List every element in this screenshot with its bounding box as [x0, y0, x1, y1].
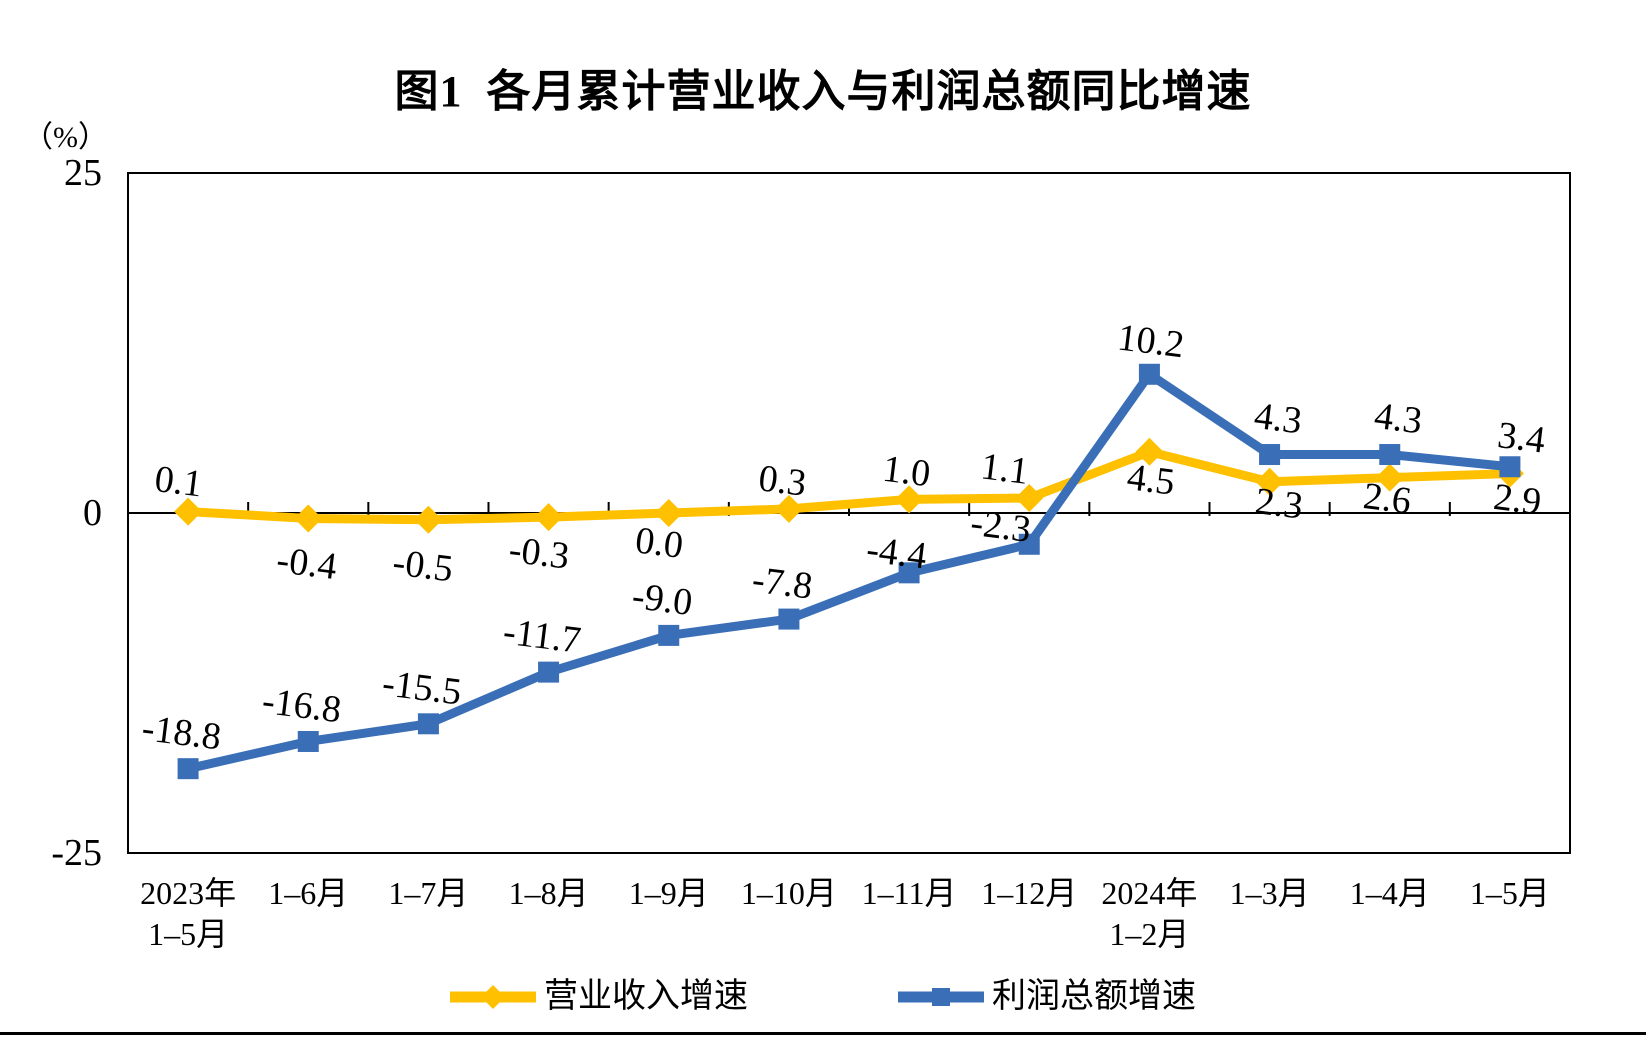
bottom-divider — [0, 1032, 1646, 1035]
square-marker — [177, 758, 199, 780]
data-label: -18.8 — [140, 707, 224, 758]
x-axis-label: 1–4月 — [1349, 875, 1430, 911]
x-axis-label: 1–10月 — [740, 875, 837, 911]
data-label: 0.0 — [633, 519, 685, 566]
data-label: -2.3 — [968, 502, 1033, 551]
legend-item-revenue: 营业收入增速 — [450, 974, 748, 1020]
data-label: 0.1 — [152, 458, 204, 505]
square-marker — [1499, 456, 1521, 478]
data-label: 0.3 — [756, 457, 808, 504]
square-marker — [1379, 444, 1401, 466]
data-label: -0.5 — [390, 541, 455, 590]
diamond-marker — [1255, 467, 1284, 496]
square-marker — [1259, 444, 1281, 466]
diamond-marker — [174, 497, 203, 526]
y-axis-unit-label: （%） — [23, 121, 108, 154]
x-axis-label: 1–9月 — [628, 875, 709, 911]
data-label: 4.3 — [1372, 395, 1424, 442]
data-label: -0.4 — [274, 539, 339, 588]
data-label: 1.1 — [979, 445, 1031, 492]
revenue-line-diamond-swatch-icon — [450, 985, 536, 1009]
chart-title: 图1 各月累计营业收入与利润总额同比增速 — [394, 67, 1252, 116]
x-axis-label: 1–8月 — [508, 875, 589, 911]
square-marker — [538, 661, 560, 683]
series-line-0 — [187, 447, 1511, 525]
square-marker — [658, 624, 680, 646]
data-label: 1.0 — [880, 448, 932, 495]
legend: 营业收入增速 利润总额增速 — [0, 974, 1646, 1020]
data-label: 3.4 — [1495, 414, 1547, 461]
x-axis-label: 1–7月 — [388, 875, 469, 911]
data-label: -4.4 — [864, 528, 929, 577]
x-axis-label: 2023年 1–5月 — [140, 875, 237, 952]
x-axis-label: 2024年 1–2月 — [1101, 875, 1198, 952]
x-axis-label: 1–3月 — [1229, 875, 1310, 911]
series-line-1 — [187, 369, 1511, 774]
square-marker — [1018, 533, 1040, 555]
diamond-marker — [1135, 437, 1164, 466]
y-axis-label: 0 — [83, 492, 102, 534]
x-axis-label: 1–12月 — [981, 875, 1078, 911]
y-axis-label: 25 — [64, 152, 102, 194]
data-label: -0.3 — [507, 529, 572, 578]
data-label: 10.2 — [1115, 316, 1186, 366]
y-axis-label: -25 — [51, 832, 102, 874]
data-label: 4.3 — [1252, 395, 1304, 442]
diamond-marker — [1015, 484, 1044, 513]
legend-label-revenue: 营业收入增速 — [544, 978, 748, 1015]
data-label: 4.5 — [1125, 456, 1177, 503]
data-label: 2.9 — [1491, 476, 1543, 523]
diamond-marker — [414, 505, 443, 534]
data-label: -11.7 — [501, 611, 583, 662]
x-axis-label: 1–5月 — [1469, 875, 1550, 911]
diamond-marker — [1375, 463, 1404, 492]
diamond-marker — [774, 494, 803, 523]
x-axis-label: 1–6月 — [268, 875, 349, 911]
data-label: -7.8 — [750, 559, 815, 608]
data-label: -9.0 — [630, 575, 695, 624]
diamond-marker — [534, 503, 563, 532]
data-label: -15.5 — [380, 662, 464, 713]
diamond-marker — [654, 499, 683, 527]
diamond-marker — [294, 504, 323, 533]
data-label: 2.3 — [1253, 480, 1305, 527]
square-marker — [898, 562, 920, 584]
x-axis-label: 1–11月 — [861, 875, 957, 911]
data-label: 2.6 — [1361, 475, 1413, 522]
square-marker — [778, 608, 800, 630]
diamond-marker — [895, 485, 924, 514]
legend-item-profit: 利润总额增速 — [898, 974, 1196, 1020]
profit-line-square-swatch-icon — [898, 988, 984, 1006]
legend-label-profit: 利润总额增速 — [992, 978, 1196, 1015]
square-marker — [1138, 363, 1160, 385]
square-marker — [297, 730, 319, 752]
square-marker — [417, 713, 439, 735]
data-label: -16.8 — [260, 680, 344, 731]
